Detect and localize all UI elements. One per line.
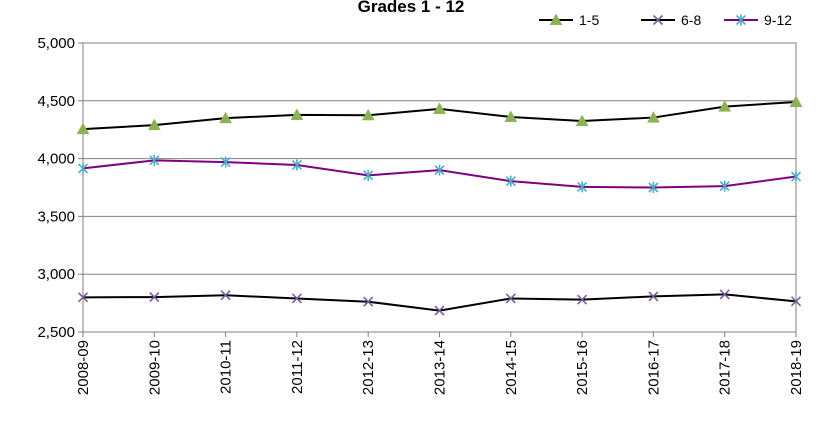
x-tick-label: 2013-14 xyxy=(432,340,449,395)
data-point xyxy=(505,175,516,187)
x-tick-label: 2011-12 xyxy=(289,340,306,394)
series-6-8 xyxy=(77,289,802,316)
y-tick-label: 4,500 xyxy=(37,93,75,110)
data-point xyxy=(648,182,659,193)
legend-label: 6-8 xyxy=(681,12,701,28)
data-point xyxy=(291,159,302,171)
x-tick-label: 2009-10 xyxy=(146,340,163,395)
x-tick-label: 2010-11 xyxy=(218,340,235,394)
data-point xyxy=(147,118,161,131)
data-point xyxy=(219,111,233,124)
x-tick-label: 2008-09 xyxy=(75,340,92,395)
x-axis: 2008-09 2009-10 2010-11 2011-12 2012-13 2013-… xyxy=(75,332,805,395)
y-tick-label: 5,000 xyxy=(37,35,75,52)
legend-label: 1-5 xyxy=(579,12,599,28)
data-point xyxy=(363,169,374,181)
legend-entry: 6-8 xyxy=(641,12,701,28)
data-point xyxy=(648,291,659,302)
data-point xyxy=(789,95,803,108)
data-point xyxy=(434,305,445,316)
data-point xyxy=(719,180,730,192)
data-point xyxy=(149,154,160,166)
data-point xyxy=(77,162,89,174)
y-tick-label: 4,000 xyxy=(37,151,75,168)
legend: 1-5 6-8 9-12 xyxy=(539,12,792,28)
legend-label: 9-12 xyxy=(764,12,792,28)
data-point xyxy=(290,108,304,120)
series-layer xyxy=(76,95,803,316)
data-point xyxy=(76,122,90,135)
x-tick-label: 2017-18 xyxy=(717,340,734,395)
data-point xyxy=(577,181,588,193)
data-point xyxy=(220,290,231,301)
data-point xyxy=(220,156,231,168)
data-point xyxy=(291,293,302,304)
y-tick-label: 2,500 xyxy=(37,324,75,341)
data-point xyxy=(77,292,89,303)
x-tick-label: 2012-13 xyxy=(360,340,377,395)
data-point xyxy=(363,296,374,307)
y-tick-label: 3,500 xyxy=(37,208,75,225)
gridlines xyxy=(83,100,796,275)
x-tick-label: 2014-15 xyxy=(503,340,520,395)
legend-marker xyxy=(652,14,664,26)
data-point xyxy=(505,293,516,304)
data-point xyxy=(790,171,802,183)
y-tick-label: 3,000 xyxy=(37,266,75,283)
data-point xyxy=(575,114,589,127)
x-tick-label: 2015-16 xyxy=(574,340,591,395)
data-point xyxy=(434,164,445,176)
legend-entry: 1-5 xyxy=(539,12,599,28)
data-point xyxy=(577,294,588,305)
series-line xyxy=(82,293,797,312)
legend-entry: 9-12 xyxy=(724,12,792,28)
data-point xyxy=(790,296,802,307)
data-point xyxy=(433,102,446,114)
data-point xyxy=(504,110,518,123)
series-9-12 xyxy=(77,154,802,193)
chart-title: Grades 1 - 12 xyxy=(358,0,465,16)
data-point xyxy=(149,292,160,303)
data-point xyxy=(646,111,660,123)
data-point xyxy=(361,108,375,121)
legend-marker xyxy=(735,14,747,26)
data-point xyxy=(718,100,732,112)
series-1-5 xyxy=(76,95,803,135)
y-axis: 2,500 3,000 3,500 4,000 4,500 5,000 xyxy=(37,35,83,341)
legend-marker xyxy=(549,13,563,26)
x-tick-label: 2016-17 xyxy=(645,340,662,395)
data-point xyxy=(719,289,730,300)
x-tick-label: 2018-19 xyxy=(788,340,805,395)
